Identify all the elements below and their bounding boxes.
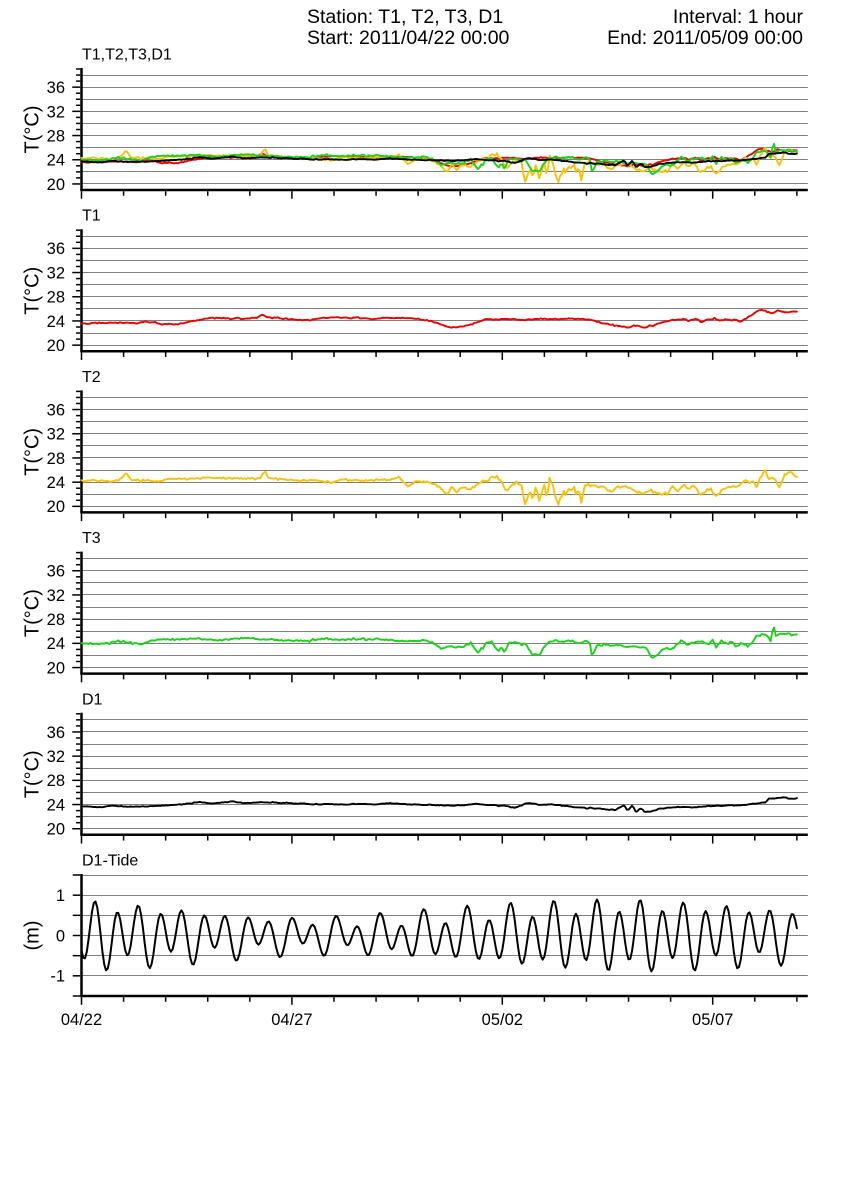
svg-text:20: 20 <box>47 337 65 355</box>
svg-text:(m): (m) <box>22 921 44 951</box>
svg-text:05/07: 05/07 <box>692 1011 733 1029</box>
svg-text:T(°C): T(°C) <box>22 589 44 637</box>
svg-text:T(°C): T(°C) <box>22 267 44 315</box>
svg-text:36: 36 <box>47 401 65 419</box>
svg-text:05/02: 05/02 <box>482 1011 523 1029</box>
svg-text:-1: -1 <box>50 968 65 986</box>
svg-text:04/27: 04/27 <box>271 1011 312 1029</box>
svg-text:36: 36 <box>47 79 65 97</box>
svg-text:36: 36 <box>47 563 65 581</box>
svg-text:D1-Tide: D1-Tide <box>82 853 138 870</box>
svg-text:0: 0 <box>56 927 65 945</box>
svg-text:28: 28 <box>47 611 65 629</box>
svg-text:24: 24 <box>47 313 65 331</box>
svg-text:20: 20 <box>47 659 65 677</box>
svg-text:24: 24 <box>47 796 65 814</box>
svg-text:Interval: 1 hour: Interval: 1 hour <box>673 6 804 28</box>
svg-text:20: 20 <box>47 498 65 516</box>
svg-text:End: 2011/05/09 00:00: End: 2011/05/09 00:00 <box>607 27 803 49</box>
svg-text:1: 1 <box>56 887 65 905</box>
svg-text:36: 36 <box>47 240 65 258</box>
svg-text:T3: T3 <box>82 530 101 547</box>
svg-text:04/22: 04/22 <box>61 1011 102 1029</box>
svg-text:36: 36 <box>47 724 65 742</box>
svg-text:32: 32 <box>47 748 65 766</box>
svg-text:24: 24 <box>47 635 65 653</box>
svg-text:32: 32 <box>47 587 65 605</box>
svg-text:T(°C): T(°C) <box>22 106 44 154</box>
svg-text:32: 32 <box>47 103 65 121</box>
svg-text:Start: 2011/04/22 00:00: Start: 2011/04/22 00:00 <box>307 27 510 49</box>
svg-text:28: 28 <box>47 128 65 146</box>
svg-text:T1,T2,T3,D1: T1,T2,T3,D1 <box>82 47 172 64</box>
svg-text:T1: T1 <box>82 208 101 225</box>
svg-text:20: 20 <box>47 176 65 194</box>
svg-text:24: 24 <box>47 152 65 170</box>
svg-text:28: 28 <box>47 450 65 468</box>
svg-text:T2: T2 <box>82 369 101 386</box>
svg-text:32: 32 <box>47 264 65 282</box>
svg-text:T(°C): T(°C) <box>22 750 44 798</box>
svg-text:20: 20 <box>47 821 65 839</box>
svg-text:28: 28 <box>47 772 65 790</box>
svg-text:D1: D1 <box>82 691 103 708</box>
svg-text:T(°C): T(°C) <box>22 428 44 476</box>
svg-text:32: 32 <box>47 426 65 444</box>
svg-text:Station: T1, T2, T3, D1: Station: T1, T2, T3, D1 <box>307 6 503 28</box>
svg-text:24: 24 <box>47 474 65 492</box>
svg-text:28: 28 <box>47 289 65 307</box>
